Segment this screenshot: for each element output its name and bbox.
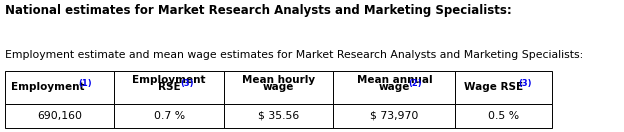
Text: (2): (2)	[408, 79, 422, 88]
Bar	[5, 104, 114, 128]
Text: Mean annual: Mean annual	[356, 75, 432, 85]
Text: Employment: Employment	[132, 75, 206, 85]
Text: (3): (3)	[180, 79, 193, 88]
Text: RSE: RSE	[158, 82, 180, 92]
Bar	[114, 104, 224, 128]
Text: $ 73,970: $ 73,970	[370, 111, 419, 121]
Text: 0.7 %: 0.7 %	[154, 111, 185, 121]
Text: $ 35.56: $ 35.56	[258, 111, 300, 121]
Bar	[224, 71, 333, 104]
Text: National estimates for Market Research Analysts and Marketing Specialists:: National estimates for Market Research A…	[5, 4, 512, 17]
Bar	[5, 71, 114, 104]
Text: Employment estimate and mean wage estimates for Market Research Analysts and Mar: Employment estimate and mean wage estima…	[5, 50, 583, 60]
Bar	[114, 71, 224, 104]
Text: Mean hourly: Mean hourly	[242, 75, 315, 85]
Text: Wage RSE: Wage RSE	[464, 82, 524, 92]
Text: (1): (1)	[78, 79, 92, 88]
Text: wage: wage	[263, 82, 295, 92]
Text: Employment: Employment	[11, 82, 84, 92]
Text: wage: wage	[379, 82, 410, 92]
Bar	[456, 71, 552, 104]
Bar	[333, 104, 456, 128]
Text: 0.5 %: 0.5 %	[488, 111, 519, 121]
Text: (3): (3)	[519, 79, 532, 88]
Text: 690,160: 690,160	[37, 111, 82, 121]
Bar	[456, 104, 552, 128]
Bar	[224, 104, 333, 128]
Bar	[333, 71, 456, 104]
